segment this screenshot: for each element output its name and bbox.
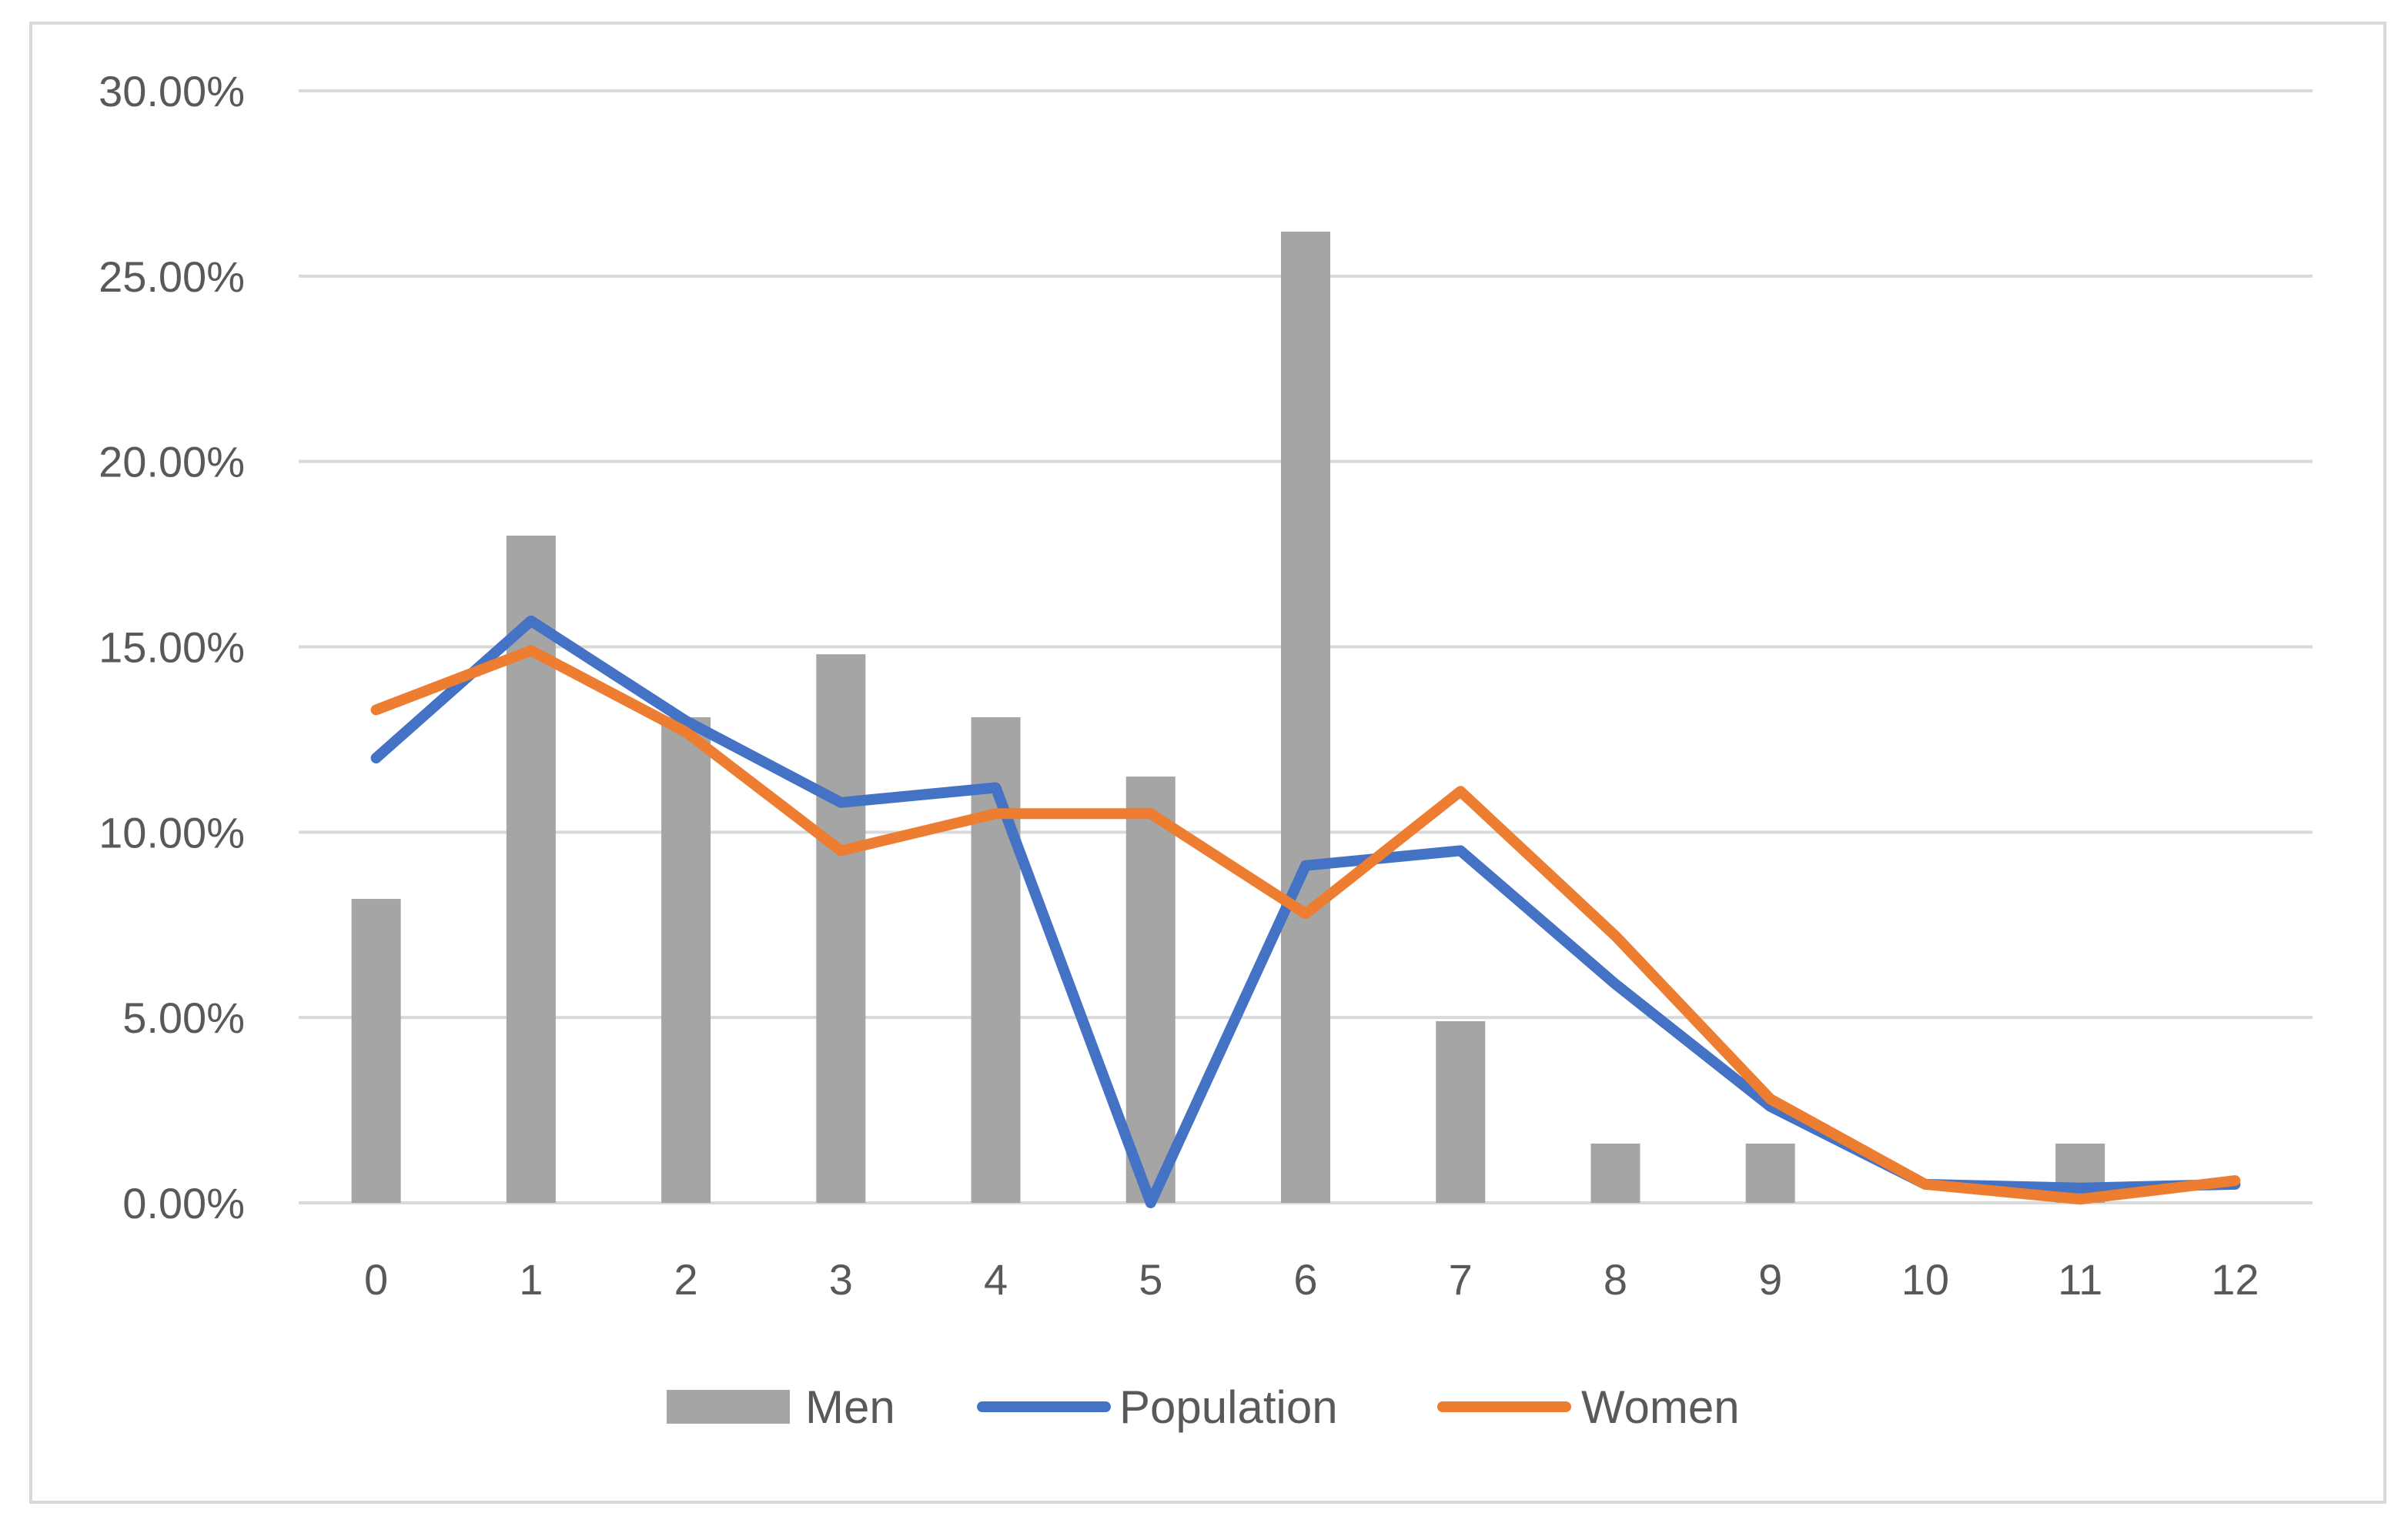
x-tick-label: 10 [1901, 1255, 1949, 1304]
x-tick-label: 11 [2058, 1255, 2102, 1304]
y-tick-label: 5.00% [122, 994, 245, 1042]
y-tick-label: 0.00% [122, 1179, 245, 1227]
x-tick-label: 4 [984, 1255, 1008, 1304]
legend-label-women: Women [1581, 1381, 1740, 1433]
x-tick-label: 5 [1139, 1255, 1162, 1304]
legend-swatch-men [667, 1390, 790, 1424]
x-tick-label: 0 [364, 1255, 388, 1304]
y-tick-label: 15.00% [99, 623, 245, 672]
x-tick-label: 7 [1449, 1255, 1473, 1304]
men-bar [1590, 1143, 1640, 1203]
y-tick-label: 25.00% [99, 252, 245, 301]
women-line [370, 645, 2241, 1205]
legend: Men Population Women [667, 1381, 1740, 1433]
men-bar [661, 717, 711, 1203]
men-bar [1436, 1020, 1486, 1203]
men-bar [351, 899, 401, 1203]
x-axis-ticks: 0 1 2 3 4 5 6 7 8 9 10 11 12 [364, 1255, 2259, 1304]
x-tick-label: 12 [2211, 1255, 2259, 1304]
x-tick-label: 6 [1293, 1255, 1317, 1304]
y-tick-label: 10.00% [99, 808, 245, 857]
men-bar [1281, 232, 1330, 1203]
x-tick-label: 1 [519, 1255, 543, 1304]
y-tick-label: 30.00% [99, 67, 245, 115]
x-tick-label: 8 [1604, 1255, 1627, 1304]
y-axis-ticks: 0.00% 5.00% 10.00% 15.00% 20.00% 25.00% 30.00% [99, 67, 245, 1227]
x-tick-label: 9 [1758, 1255, 1782, 1304]
x-tick-label: 2 [674, 1255, 697, 1304]
legend-label-men: Men [805, 1381, 895, 1433]
men-bar [1745, 1143, 1795, 1203]
y-tick-label: 20.00% [99, 438, 245, 486]
series-lines [370, 615, 2241, 1208]
men-bar [816, 654, 866, 1203]
legend-label-population: Population [1119, 1381, 1338, 1433]
chart-border [29, 22, 2386, 1504]
men-bar [1125, 777, 1176, 1203]
x-tick-label: 3 [829, 1255, 853, 1304]
